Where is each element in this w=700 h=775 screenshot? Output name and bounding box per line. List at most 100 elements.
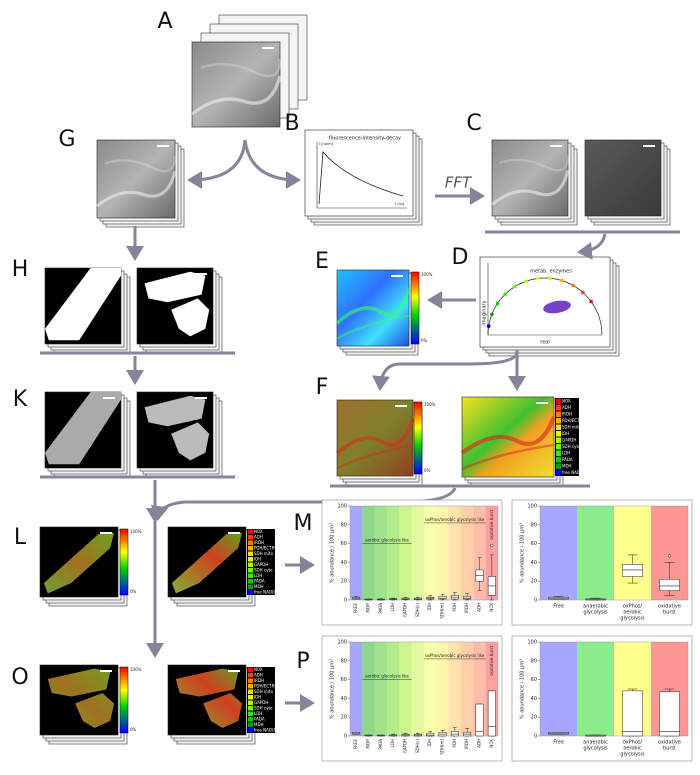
category-band [448,506,461,600]
tissue-structure [461,443,555,471]
category-band [411,642,424,736]
x-tick-label: Free [553,604,564,610]
enzyme-dot [548,276,552,281]
enzyme-dot [513,284,517,289]
legend-label: PADA [254,578,265,583]
colorbar [410,271,420,345]
x-tick-label: LDH [390,603,395,611]
legend-swatch [556,411,561,417]
x-tick-label: IRDH [464,603,469,613]
tissue-structure [335,418,415,455]
legend-label: LDH [562,450,570,455]
x-tick-label: IDH [427,739,432,746]
category-band [461,642,474,736]
x-tick-label: burst [663,746,676,752]
category-band [540,642,577,736]
legend-label: LDH [254,573,262,578]
x-tick-label: LDH [390,739,395,747]
x-tick-label: SDH(c) [415,739,420,753]
y-axis-label: I [norm] [319,142,334,146]
panel-letter: M [294,511,313,536]
legend-swatch [556,470,561,476]
enzyme-dot [524,279,528,284]
legend-swatch [556,463,561,469]
image [584,139,662,217]
panel-letter: D [452,245,469,270]
legend-swatch [248,695,253,700]
legend-swatch [248,700,253,705]
legend-label: SDH cyto [254,705,273,710]
x-tick-label: NOX [489,603,494,612]
x-tick-label: PADA [378,739,383,750]
box [475,703,484,737]
mask [144,271,210,337]
scale-bar [643,145,655,147]
x-tick-label: aerobic [623,746,642,752]
y-axis-label: % abundance / 100 µm² [520,659,526,719]
legend-label: IDH [254,556,261,561]
panel-letter: H [12,257,29,282]
tissue-structure [336,314,410,340]
panel-letter: P [296,649,309,674]
y-tick-label: 0 [534,734,537,740]
plot-area [349,641,499,737]
x-axis-label: t [ns] [395,202,405,206]
enzyme-dot [560,278,564,283]
legend-label: GAPDH [254,562,268,567]
box [659,579,680,591]
box [622,564,643,577]
plot-area [539,641,689,737]
category-band [411,506,424,600]
category-band [436,506,449,600]
legend-swatch [556,444,561,450]
x-tick-label: anaerobic [583,740,608,746]
annotation: oxidative burst [489,509,494,539]
panel-letter: C [466,111,481,136]
legend-label: IDH [254,694,261,699]
panel-letter: O [11,665,28,690]
box [450,731,459,737]
scale-bar [228,670,240,672]
category-band [362,506,375,600]
x-tick-label: oxidative [658,604,681,610]
category-band [577,506,614,600]
legend-label: free NAD(P)H [254,727,281,732]
masked-image [171,532,243,594]
colorbar [119,666,129,734]
arrow [150,487,457,521]
image [479,256,611,348]
category-band [387,642,400,736]
legend-label: SDH cyto [562,444,581,449]
box [487,690,496,737]
category-band [399,642,412,736]
category-band [436,642,449,736]
masked-image [175,668,243,728]
y-tick-label: 100 [527,640,537,646]
legend-box [247,667,275,733]
x-tick-label: PDH [452,739,457,748]
legend-swatch [248,573,253,578]
phasor-cloud [543,300,571,314]
legend-swatch [248,684,253,689]
colorbar-min: 0% [130,727,137,732]
colorbar-max: 100% [421,272,433,277]
legend-swatch [248,667,253,672]
enzyme-dot [581,290,585,295]
outlier [490,543,494,548]
y-tick-label: 0 [534,598,537,604]
legend-label: MDH [254,584,264,589]
tissue-structure [104,155,177,173]
scale-bar [195,397,207,399]
legend-label: ADH [562,405,571,410]
x-tick-label: oxPhos/ [623,740,643,746]
tissue-structure [190,75,282,116]
arrow [372,351,519,391]
box [659,691,680,737]
outlier [667,554,672,558]
category-band [362,642,375,736]
scale-bar [395,405,407,407]
legend-swatch [248,678,253,683]
category-band [448,642,461,736]
category-band [424,642,437,736]
masked-image [144,395,210,461]
